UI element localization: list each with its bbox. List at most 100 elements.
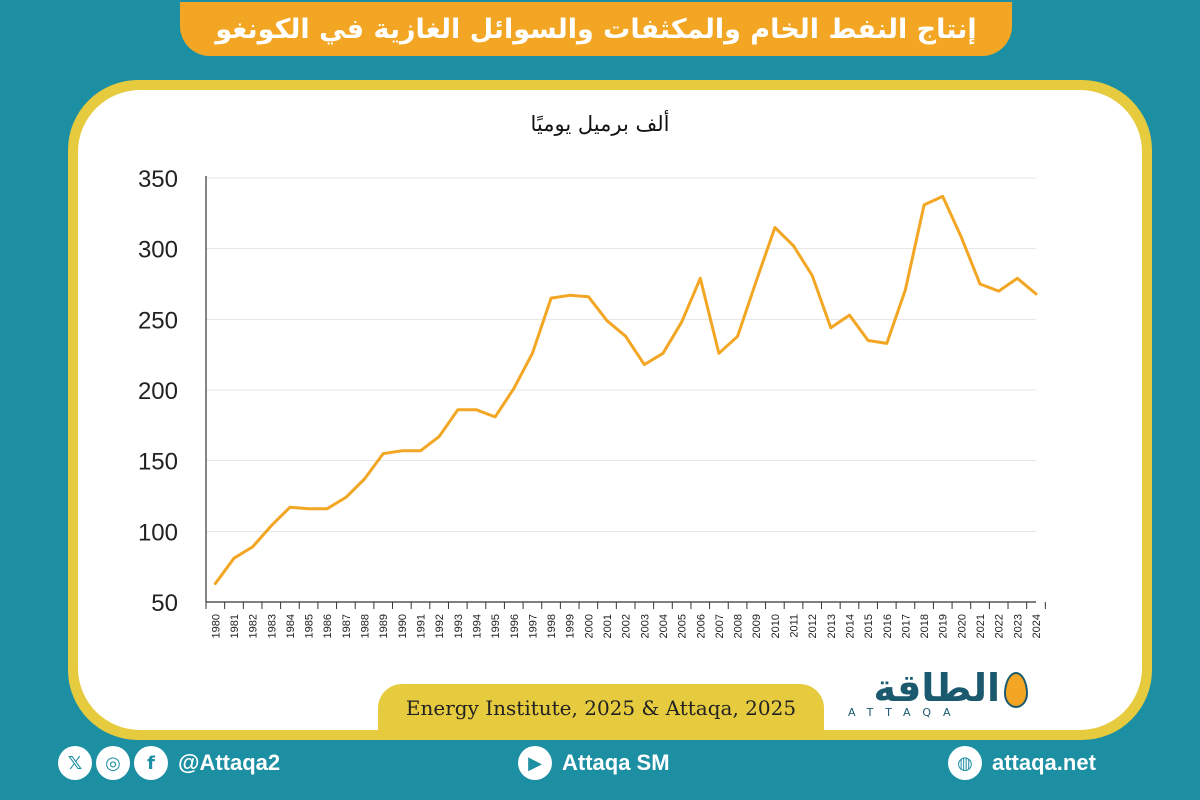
x-tick-label: 2019 (938, 614, 950, 638)
x-tick-label: 2023 (1012, 614, 1024, 638)
x-tick-label: 1994 (471, 614, 483, 638)
data-point (605, 319, 609, 322)
x-tick-label: 1987 (341, 614, 353, 638)
data-point (251, 545, 254, 549)
x-tick-label: 2004 (658, 614, 670, 638)
unit-label: ألف برميل يوميًا (530, 112, 670, 136)
data-point (904, 288, 907, 291)
data-point (773, 226, 777, 229)
data-point (475, 408, 478, 411)
x-tick-label: 1988 (360, 614, 372, 638)
x-tick-label: 2003 (639, 614, 651, 638)
data-point (661, 352, 665, 355)
x-tick-label: 1984 (285, 614, 297, 638)
data-point (493, 415, 497, 419)
social-handle[interactable]: @Attaqa2 (178, 750, 281, 775)
website-text[interactable]: attaqa.net (992, 750, 1096, 775)
x-tick-label: 2012 (807, 614, 819, 638)
data-point (885, 342, 888, 345)
data-point (531, 352, 534, 355)
title-bar: إنتاج النفط الخام والمكثفات والسوائل الغ… (180, 2, 1012, 56)
y-tick-label: 100 (138, 519, 178, 546)
x-tick-label: 2020 (956, 614, 968, 638)
data-point (344, 496, 348, 499)
youtube-text[interactable]: Attaqa SM (562, 750, 670, 775)
globe-icon[interactable]: ◍ (948, 746, 982, 780)
x-tick-label: 1980 (210, 614, 222, 638)
x-tick-label: 1989 (378, 614, 390, 638)
x-tick-label: 2011 (789, 614, 801, 638)
x-tick-label: 1985 (304, 614, 316, 638)
x-tick-label: 2001 (602, 614, 614, 638)
data-point (810, 274, 814, 277)
y-tick-label: 250 (138, 307, 178, 334)
data-point (568, 294, 571, 297)
youtube-link: ▶ Attaqa SM (518, 744, 670, 782)
data-point (456, 408, 459, 411)
data-point (270, 524, 273, 527)
data-point (941, 195, 944, 198)
x-tick-label: 1995 (490, 614, 502, 638)
x-tick-label: 1996 (509, 614, 521, 638)
data-point (419, 449, 422, 452)
x-icon[interactable]: 𝕏 (58, 746, 92, 780)
youtube-icon[interactable]: ▶ (518, 746, 552, 780)
data-point (792, 244, 795, 248)
x-tick-label: 2016 (882, 614, 894, 638)
x-tick-label: 2002 (621, 614, 633, 638)
data-point (307, 507, 310, 510)
x-tick-label: 1986 (322, 614, 334, 638)
logo-name: الطاقة (873, 666, 1000, 710)
chart-card (78, 90, 1142, 730)
data-point (866, 339, 870, 342)
data-point (214, 582, 217, 585)
data-point (680, 320, 683, 324)
y-tick-label: 200 (138, 378, 178, 405)
x-tick-label: 2000 (583, 614, 595, 638)
data-point (922, 203, 926, 207)
data-point (512, 387, 515, 390)
y-tick-label: 300 (138, 237, 178, 264)
x-tick-label: 2017 (900, 614, 912, 638)
x-tick-label: 2018 (919, 614, 931, 638)
data-point (624, 335, 627, 338)
x-tick-label: 1997 (527, 614, 539, 638)
data-point (978, 282, 982, 286)
data-point (699, 277, 702, 280)
website-link: ◍ attaqa.net (948, 744, 1096, 782)
data-point (643, 363, 646, 366)
data-point (1034, 292, 1038, 296)
x-tick-label: 2009 (751, 614, 763, 638)
x-tick-label: 1982 (248, 614, 260, 638)
x-tick-label: 2022 (994, 614, 1006, 638)
facebook-icon[interactable]: f (134, 746, 168, 780)
x-tick-label: 2021 (975, 614, 987, 638)
x-tick-label: 1991 (415, 614, 427, 638)
data-point (829, 326, 833, 330)
y-tick-label: 50 (151, 590, 178, 617)
attaqa-logo: الطاقة ATTAQA (838, 666, 1028, 722)
x-tick-label: 2013 (826, 614, 838, 638)
x-tick-label: 2014 (844, 614, 856, 638)
x-tick-label: 1998 (546, 614, 558, 638)
chart-title: إنتاج النفط الخام والمكثفات والسوائل الغ… (215, 13, 977, 45)
data-point (960, 236, 963, 239)
source-text: Energy Institute, 2025 & Attaqa, 2025 (405, 696, 797, 720)
x-tick-label: 2008 (733, 614, 745, 638)
x-tick-label: 1993 (453, 614, 465, 638)
source-box: Energy Institute, 2025 & Attaqa, 2025 (378, 684, 824, 732)
instagram-icon[interactable]: ◎ (96, 746, 130, 780)
data-point (587, 295, 590, 298)
data-point (1016, 277, 1019, 280)
x-tick-label: 1990 (397, 614, 409, 638)
x-tick-label: 2015 (863, 614, 875, 638)
data-point (717, 352, 721, 355)
data-point (232, 556, 236, 560)
drop-icon (1004, 672, 1028, 708)
data-point (363, 477, 366, 481)
data-point (848, 313, 851, 317)
data-point (736, 335, 739, 338)
data-point (400, 449, 404, 452)
y-tick-label: 150 (138, 449, 178, 476)
